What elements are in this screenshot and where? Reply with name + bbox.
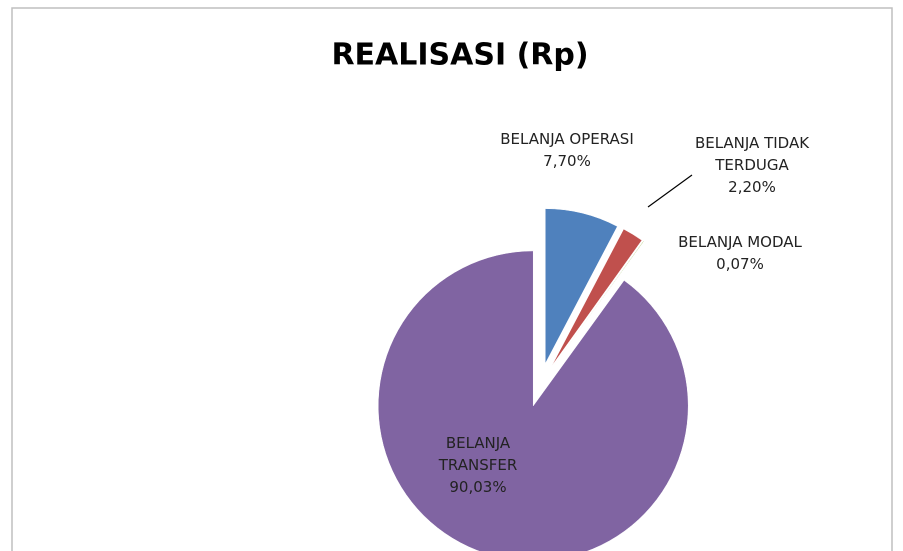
value-label: 2,20%	[728, 178, 776, 196]
data-label: BELANJA TRANSFER 90,03%	[418, 432, 538, 498]
value-label: 90,03%	[449, 478, 507, 496]
leader-line	[647, 174, 693, 208]
category-label: BELANJA TIDAK TERDUGA	[694, 134, 810, 174]
value-label: 7,70%	[543, 152, 591, 170]
category-label: BELANJA MODAL	[678, 233, 802, 251]
pie-slice	[545, 208, 618, 364]
pie-slice	[378, 250, 689, 551]
category-label: BELANJA TRANSFER	[438, 434, 518, 474]
pie-slice	[552, 240, 645, 368]
value-label: 0,07%	[716, 255, 764, 273]
pie-slice	[551, 228, 643, 367]
category-label: BELANJA OPERASI	[500, 130, 634, 148]
data-label: BELANJA TIDAK TERDUGA 2,20%	[677, 132, 827, 198]
chart-title: REALISASI (Rp)	[331, 37, 589, 73]
data-label: BELANJA MODAL 0,07%	[655, 231, 825, 275]
data-label: BELANJA OPERASI 7,70%	[492, 128, 642, 172]
